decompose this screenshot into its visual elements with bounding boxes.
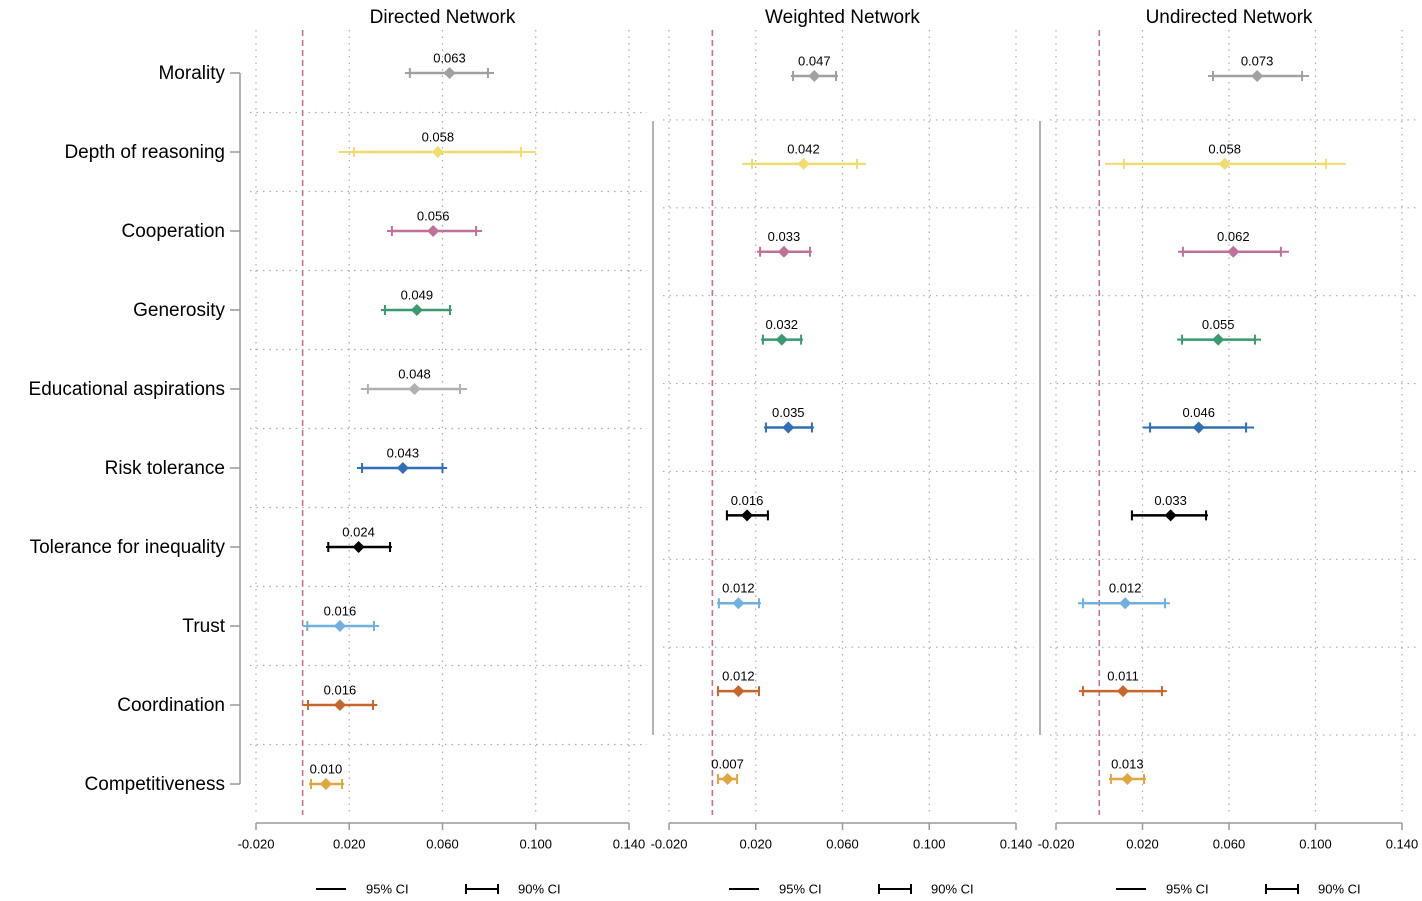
- point: [1251, 70, 1264, 82]
- value-label: 0.033: [768, 229, 801, 244]
- legend-label: 95% CI: [366, 881, 409, 896]
- value-label: 0.043: [387, 445, 420, 460]
- point: [1212, 333, 1225, 346]
- x-tick-label: 0.100: [519, 836, 552, 851]
- value-label: 0.056: [417, 208, 450, 223]
- point: [777, 245, 790, 258]
- value-label: 0.035: [772, 405, 805, 420]
- x-tick-label: 0.060: [1213, 836, 1246, 851]
- y-tick-label: Risk tolerance: [105, 458, 225, 479]
- point: [1192, 421, 1205, 434]
- value-label: 0.016: [324, 603, 357, 618]
- value-label: 0.032: [766, 317, 799, 332]
- value-label: 0.049: [401, 287, 434, 302]
- x-tick-label: 0.020: [1126, 836, 1159, 851]
- x-tick-label: 0.100: [913, 836, 946, 851]
- value-label: 0.055: [1202, 317, 1235, 332]
- value-label: 0.007: [711, 756, 744, 771]
- x-tick-label: 0.060: [426, 836, 459, 851]
- point: [396, 462, 409, 474]
- point: [408, 383, 421, 395]
- point: [319, 778, 332, 790]
- value-label: 0.073: [1241, 53, 1274, 68]
- legend-label: 95% CI: [1166, 881, 1209, 896]
- x-tick-label: 0.100: [1299, 836, 1332, 851]
- point: [410, 304, 423, 316]
- panel-title: Directed Network: [370, 7, 516, 28]
- y-tick-label: Morality: [158, 63, 225, 84]
- point: [1218, 157, 1231, 170]
- value-label: 0.011: [1107, 669, 1139, 684]
- y-tick-label: Competitiveness: [85, 774, 225, 795]
- x-tick-label: -0.020: [238, 836, 275, 851]
- value-label: 0.012: [722, 669, 755, 684]
- panel-title: Undirected Network: [1146, 7, 1313, 28]
- point: [1227, 245, 1240, 258]
- value-label: 0.012: [722, 581, 755, 596]
- value-label: 0.063: [433, 50, 466, 65]
- legend-label: 95% CI: [779, 881, 822, 896]
- x-tick-label: 0.140: [1000, 836, 1033, 851]
- point: [797, 157, 810, 170]
- point: [333, 699, 346, 711]
- value-label: 0.048: [398, 366, 431, 381]
- y-tick-label: Depth of reasoning: [64, 142, 225, 163]
- point: [732, 597, 745, 610]
- value-label: 0.046: [1182, 405, 1215, 420]
- y-tick-label: Cooperation: [121, 221, 225, 242]
- x-tick-label: -0.020: [1038, 836, 1075, 851]
- value-label: 0.010: [310, 761, 343, 776]
- point: [1121, 773, 1134, 785]
- x-tick-label: 0.020: [333, 836, 366, 851]
- value-label: 0.016: [731, 493, 764, 508]
- value-label: 0.047: [798, 53, 831, 68]
- legend-label: 90% CI: [518, 881, 561, 896]
- point: [808, 70, 821, 82]
- point: [333, 620, 346, 632]
- x-tick-label: -0.020: [651, 836, 688, 851]
- point: [443, 67, 456, 79]
- value-label: 0.012: [1109, 581, 1142, 596]
- x-tick-label: 0.060: [826, 836, 859, 851]
- point: [1119, 597, 1132, 610]
- y-tick-label: Tolerance for inequality: [30, 537, 226, 558]
- point: [732, 685, 745, 698]
- value-label: 0.024: [342, 524, 375, 539]
- x-tick-label: 0.140: [613, 836, 646, 851]
- legend-label: 90% CI: [931, 881, 974, 896]
- value-label: 0.042: [787, 141, 820, 156]
- value-label: 0.058: [422, 129, 455, 144]
- point: [352, 541, 365, 553]
- panel-title: Weighted Network: [765, 7, 920, 28]
- point: [1164, 509, 1177, 522]
- y-tick-label: Educational aspirations: [29, 379, 225, 400]
- point: [775, 333, 788, 346]
- point: [427, 225, 440, 237]
- value-label: 0.058: [1208, 141, 1241, 156]
- x-tick-label: 0.140: [1386, 836, 1419, 851]
- legend-label: 90% CI: [1318, 881, 1361, 896]
- point: [431, 146, 444, 158]
- y-tick-label: Coordination: [117, 695, 225, 716]
- value-label: 0.033: [1154, 493, 1187, 508]
- y-tick-label: Trust: [182, 616, 225, 637]
- value-label: 0.062: [1217, 229, 1250, 244]
- point: [741, 509, 754, 522]
- point: [1117, 685, 1130, 698]
- x-tick-label: 0.020: [739, 836, 772, 851]
- point: [721, 773, 734, 785]
- value-label: 0.016: [324, 682, 357, 697]
- value-label: 0.013: [1111, 756, 1144, 771]
- point: [782, 421, 795, 434]
- y-tick-label: Generosity: [133, 300, 225, 321]
